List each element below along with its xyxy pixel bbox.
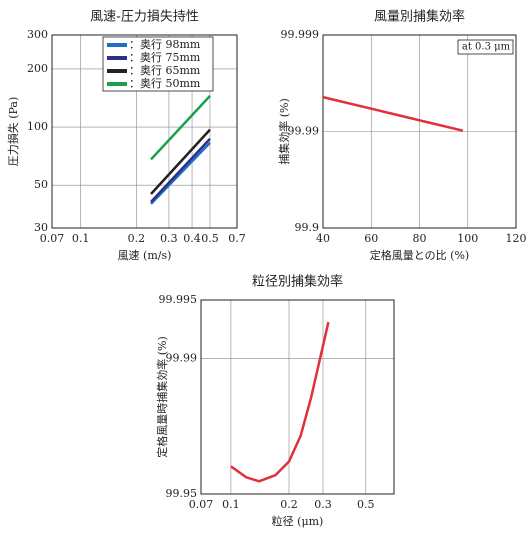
plot-frame [200,299,395,495]
x-axis-label: 定格風量との比 (%) [370,248,469,262]
x-tick-label: 0.1 [72,232,90,245]
data-line [150,137,211,203]
x-tick-label: 0.2 [280,498,298,511]
legend-label: ：奥行 75mm [129,50,201,64]
x-tick-label: 0.5 [201,232,219,245]
x-tick-label: 0.07 [40,232,65,245]
x-tick-label: 60 [364,232,378,245]
y-tick-label: 99.999 [281,28,320,41]
legend-label: ：奥行 65mm [129,63,201,77]
data-line [150,95,211,161]
plot-frame [322,34,517,229]
annotation-box [457,39,514,55]
y-tick-label: 99.99 [288,125,320,138]
y-tick-label: 100 [27,120,48,133]
chart-title: 風量別捕集効率 [374,9,465,25]
y-tick-label: 99.995 [159,293,198,306]
x-tick-label: 0.7 [228,232,246,245]
annotation: at 0.3 μm [462,42,511,53]
chart-title: 風速-圧力損失持性 [90,10,199,25]
x-tick-label: 0.5 [357,498,375,511]
x-axis-label: 粒径 (μm) [272,514,324,528]
data-line [150,128,211,195]
y-tick-label: 99.95 [166,487,198,500]
x-tick-label: 0.3 [160,232,178,245]
x-tick-label: 120 [506,232,527,245]
chart-title: 粒径別捕集効率 [252,274,343,290]
x-tick-label: 80 [413,232,427,245]
x-tick-label: 0.07 [189,498,214,511]
y-tick-label: 300 [27,28,48,41]
y-tick-label: 99.99 [166,351,198,364]
data-line [230,321,330,483]
x-tick-label: 100 [457,232,478,245]
legend-label: ：奥行 98mm [129,37,201,51]
legend-label: ：奥行 50mm [129,76,201,90]
x-tick-label: 0.3 [314,498,332,511]
x-tick-label: 40 [316,232,330,245]
y-axis-label: 定格風量時捕集効率 (%) [155,336,169,458]
x-tick-label: 0.2 [128,232,146,245]
y-axis-label: 捕集効率 (%) [277,98,291,165]
y-tick-label: 30 [34,221,48,234]
plot-frame [51,34,238,229]
x-axis-label: 風速 (m/s) [118,249,172,262]
data-line [150,141,211,205]
y-axis-label: 圧力損失 (Pa) [6,97,20,167]
y-tick-label: 200 [27,62,48,75]
x-tick-label: 0.4 [183,232,201,245]
x-tick-label: 0.1 [222,498,240,511]
y-tick-label: 99.9 [295,221,320,234]
y-tick-label: 50 [34,178,48,191]
data-line [322,95,464,132]
